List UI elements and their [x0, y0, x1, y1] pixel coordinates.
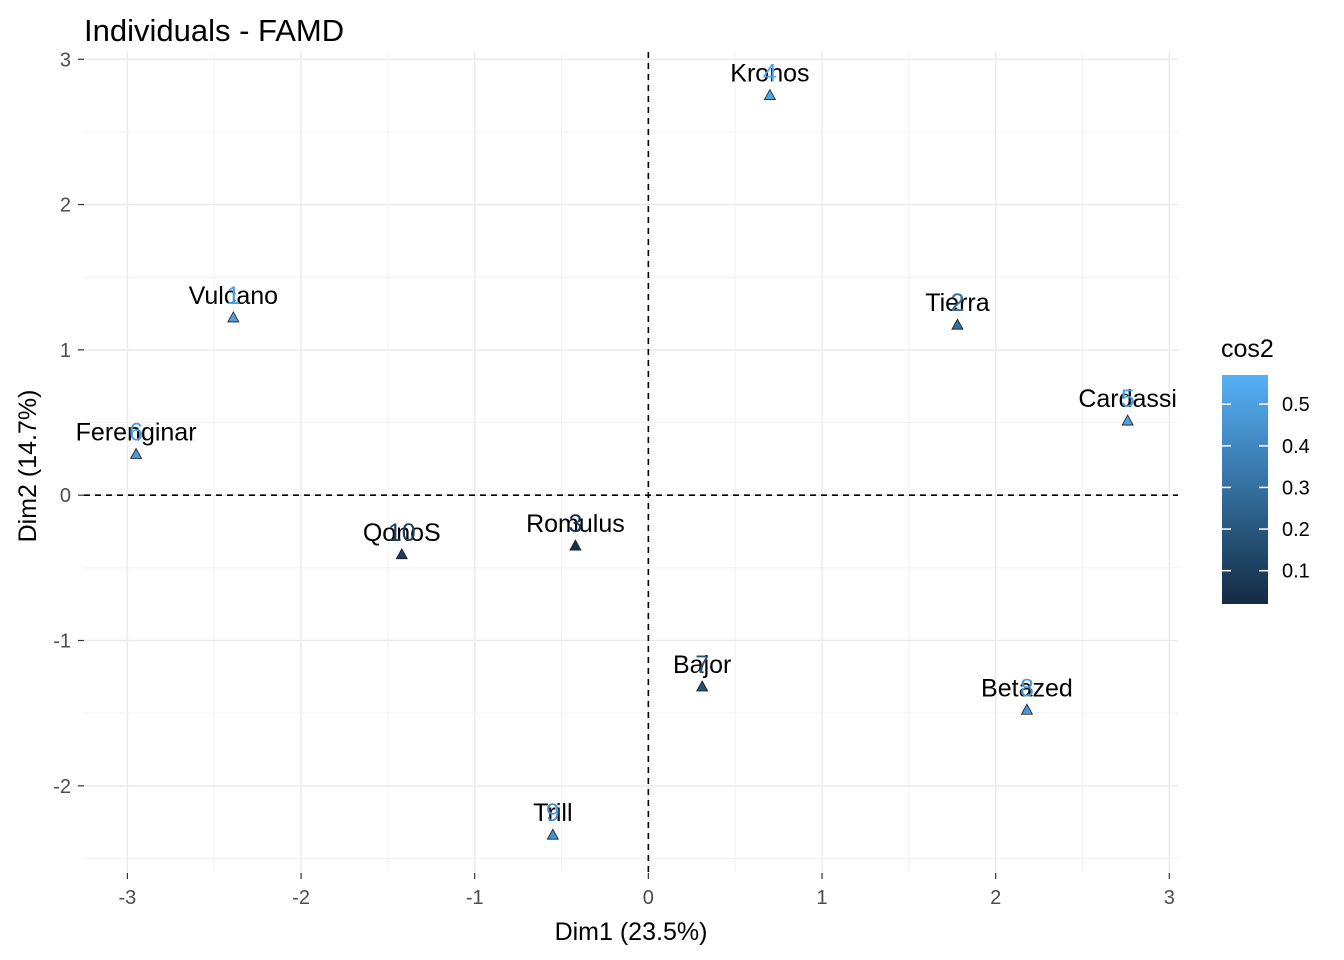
y-axis-title: Dim2 (14.7%) [14, 390, 42, 543]
point-marker [696, 680, 709, 692]
point-index: 2 [951, 289, 965, 317]
point-index: 4 [763, 60, 777, 88]
x-tick-label: -1 [466, 887, 484, 909]
point-index: 10 [388, 519, 416, 547]
legend-ticks: 0.1 0.2 0.3 0.4 0.5 [1222, 394, 1310, 583]
y-tick-label: 2 [60, 195, 71, 217]
grid-minor [84, 52, 1178, 873]
legend-title: cos2 [1221, 335, 1274, 363]
legend-tick-label: 0.5 [1282, 394, 1310, 416]
x-axis-ticks: -3 -2 -1 0 1 2 3 [119, 873, 1175, 909]
point-marker [546, 828, 560, 840]
point-marker [1121, 414, 1134, 426]
legend-tick-label: 0.3 [1282, 477, 1310, 499]
point-index: 6 [129, 419, 143, 447]
point-marker [1020, 703, 1034, 715]
color-legend: cos2 0.1 0.2 0.3 0.4 0.5 [1221, 335, 1310, 604]
point-label: Trill [533, 799, 572, 827]
y-axis-ticks: -2 -1 0 1 2 3 [53, 49, 84, 798]
point-label: Bajor [673, 651, 731, 679]
point-marker [951, 318, 964, 330]
reference-lines [84, 52, 1178, 873]
point-index: 9 [546, 799, 560, 827]
chart-title: Individuals - FAMD [84, 13, 344, 48]
legend-colorbar [1222, 375, 1268, 604]
x-tick-label: -3 [119, 887, 137, 909]
point-marker [129, 447, 143, 459]
point-label: Cardassi [1078, 385, 1177, 413]
legend-tick-label: 0.2 [1282, 519, 1310, 541]
point-index: 5 [1121, 385, 1135, 413]
point-marker [395, 547, 408, 560]
point-label: Tierra [925, 289, 989, 317]
grid-major [84, 52, 1178, 873]
x-tick-label: 3 [1164, 887, 1175, 909]
y-tick-label: 3 [60, 49, 71, 71]
point-marker [569, 539, 582, 551]
point-index: 3 [568, 510, 582, 538]
y-tick-label: -1 [53, 631, 71, 653]
point-label: Ferenginar [76, 419, 197, 447]
point-marker [763, 88, 777, 100]
y-tick-label: 1 [60, 340, 71, 362]
x-tick-label: 0 [643, 887, 654, 909]
legend-tick-label: 0.4 [1282, 436, 1310, 458]
point-index: 7 [695, 651, 709, 679]
x-axis-title: Dim1 (23.5%) [555, 918, 708, 946]
point-label: Vulcano [189, 282, 278, 310]
x-tick-label: 1 [816, 887, 827, 909]
point-label: QonoS [363, 519, 441, 547]
point-marker [227, 311, 240, 323]
y-tick-label: 0 [60, 485, 71, 507]
point-index: 1 [226, 282, 240, 310]
point-index: 8 [1020, 674, 1034, 702]
y-tick-label: -2 [53, 776, 71, 798]
x-tick-label: 2 [990, 887, 1001, 909]
point-label: Romulus [526, 510, 625, 538]
x-tick-label: -2 [292, 887, 310, 909]
point-label: Betazed [981, 674, 1073, 702]
legend-tick-label: 0.1 [1282, 561, 1310, 583]
point-label: Kronos [730, 60, 809, 88]
